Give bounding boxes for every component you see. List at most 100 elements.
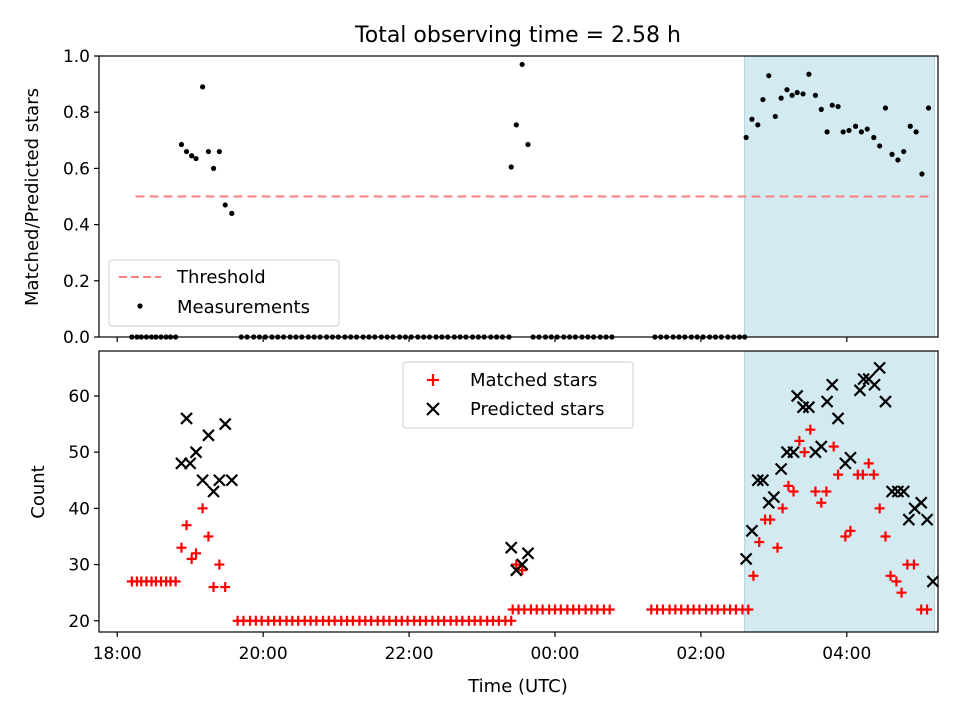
predicted-point (196, 473, 209, 487)
matched-point (604, 604, 615, 615)
matched-point (810, 486, 821, 497)
matched-point (777, 503, 788, 514)
ratio-x-ticks (116, 337, 848, 342)
ratio-panel: 0.0 0.2 0.4 0.6 0.8 1.0 Matched/Predicted sta… (22, 47, 939, 348)
count-ytick-label: 40 (68, 499, 90, 519)
matched-point (772, 542, 783, 553)
matched-point (868, 469, 879, 480)
measurement-point (778, 95, 784, 101)
predicted-point (745, 524, 759, 538)
measurement-point (743, 134, 749, 141)
predicted-point (868, 378, 881, 391)
count-x-axis: 18:00 20:00 22:00 00:00 02:00 04:00 (93, 632, 871, 664)
predicted-point (183, 457, 197, 470)
figure-title: Total observing time = 2.58 h (354, 23, 681, 48)
predicted-point (790, 389, 804, 403)
predicted-point (787, 445, 800, 459)
count-legend-box (402, 361, 634, 429)
ratio-ylabel: Matched/Predicted stars (22, 88, 43, 306)
matched-point (743, 604, 754, 615)
count-panel: 20 30 40 50 60 18:00 20:00 22:00 00:00 02:00 04:0… (28, 350, 940, 697)
measurement-point (913, 129, 919, 135)
measurement-point (755, 122, 761, 128)
predicted-point (844, 451, 857, 465)
matched-point (765, 514, 776, 525)
measurement-point (749, 116, 755, 122)
predicted-point (914, 496, 928, 510)
measurement-point (513, 122, 519, 128)
ratio-ytick-label: 0.2 (63, 272, 90, 292)
ratio-ytick-label: 1.0 (63, 47, 90, 67)
measurement-point (216, 148, 222, 155)
measurement-point (901, 148, 907, 155)
measurement-point (907, 123, 913, 129)
predicted-point (802, 400, 816, 414)
measurement-point (183, 148, 190, 155)
matched-point (845, 525, 856, 536)
measurement-point (210, 165, 217, 171)
measurement-point (789, 92, 795, 98)
predicted-point (897, 485, 910, 498)
matched-point (805, 424, 816, 435)
predicted-point (207, 485, 220, 498)
predicted-point (225, 473, 239, 487)
predicted-point (926, 575, 940, 588)
matched-point (176, 542, 187, 553)
count-xlabel: Time (UTC) (467, 676, 568, 697)
measurement-point (806, 71, 812, 77)
predicted-legend-swatch (426, 402, 440, 416)
count-xtick-label: 04:00 (822, 644, 871, 664)
measurement-point (895, 157, 901, 163)
matched-point (517, 565, 528, 576)
ratio-plot-frame (98, 55, 939, 338)
count-xtick-label: 18:00 (93, 644, 142, 664)
matched-legend-swatch (427, 374, 439, 386)
matched-point (170, 576, 181, 587)
measurement-point (824, 129, 830, 135)
measurement-point (818, 106, 824, 112)
predicted-point (521, 547, 535, 560)
measurement-point (852, 123, 859, 129)
measurement-point (508, 164, 514, 170)
measurement-point (772, 113, 778, 120)
count-xtick-label: 20:00 (239, 644, 288, 664)
matched-point (885, 570, 896, 581)
matched-point (208, 582, 219, 593)
ratio-ytick-label: 0.6 (63, 159, 90, 179)
measurement-point (800, 91, 806, 97)
predicted-point (189, 445, 203, 459)
matched-point (214, 559, 225, 570)
measurement-point (178, 141, 185, 148)
ratio-legend-box (108, 259, 340, 327)
matched-point (922, 604, 933, 615)
matched-point (880, 531, 891, 542)
predicted-legend-label: Predicted stars (470, 399, 604, 420)
matched-point (220, 582, 231, 593)
count-ytick-label: 20 (68, 612, 90, 632)
measurement-point (794, 89, 800, 96)
ratio-ytick-label: 0.4 (63, 216, 90, 236)
matched-point (896, 587, 907, 598)
matched-point (908, 559, 919, 570)
predicted-point (857, 372, 870, 386)
predicted-point (814, 440, 828, 453)
matched-point (186, 553, 197, 564)
matched-point (863, 458, 874, 469)
matched-point (828, 441, 839, 452)
count-ytick-label: 30 (68, 556, 90, 576)
predicted-point (767, 490, 781, 504)
matched-point (748, 570, 759, 581)
predicted-point (756, 473, 770, 487)
count-xtick-label: 00:00 (530, 644, 579, 664)
measurement-point (882, 105, 889, 111)
measurement-point (766, 73, 772, 79)
count-xtick-label: 22:00 (385, 644, 434, 664)
measurements-legend-label: Measurements (177, 297, 310, 318)
predicted-point (515, 558, 529, 571)
predicted-point (202, 429, 215, 442)
measurement-point (858, 129, 864, 135)
measurement-point (919, 171, 925, 177)
ratio-y-axis: 0.0 0.2 0.4 0.6 0.8 1.0 (63, 47, 99, 348)
matched-point (783, 480, 794, 491)
count-highlight-span (744, 350, 935, 633)
